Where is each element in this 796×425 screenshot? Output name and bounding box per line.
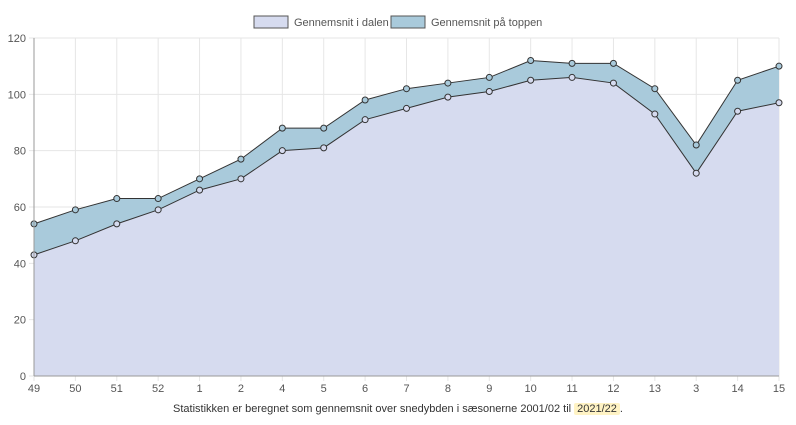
point-dalen: [71, 237, 79, 245]
snow-depth-chart: 0 20 40 60 80 100 120 49 50 51 52 1 2 4 5 6 7 8 9 10 11 12 13 3…: [8, 15, 785, 395]
legend-swatch: [253, 15, 289, 29]
area-dalen: [34, 77, 779, 376]
x-tick-label: 7: [403, 383, 409, 395]
point-toppen: [444, 79, 452, 87]
x-tick-label: 5: [321, 383, 327, 395]
point-toppen: [71, 206, 79, 214]
x-tick-label: 1: [196, 383, 202, 395]
point-dalen: [775, 99, 783, 107]
y-tick-label: 120: [8, 33, 26, 45]
legend[interactable]: Gennemsnit i dalen Gennemsnit på toppen: [253, 15, 542, 29]
point-toppen: [734, 76, 742, 84]
x-tick-label: 6: [362, 383, 368, 395]
point-dalen: [278, 147, 286, 155]
point-toppen: [403, 85, 410, 93]
point-toppen: [568, 59, 576, 67]
x-tick-label: 3: [693, 383, 699, 395]
x-tick-label: 11: [566, 383, 577, 395]
x-tick-label: 49: [28, 383, 40, 395]
point-dalen: [196, 186, 204, 194]
legend-label: Gennemsnit i dalen: [294, 17, 389, 29]
y-tick-label: 0: [20, 371, 26, 383]
y-tick-label: 40: [14, 258, 26, 270]
x-tick-label: 52: [152, 383, 164, 395]
point-dalen: [113, 220, 121, 228]
point-toppen: [609, 59, 617, 67]
point-dalen: [320, 144, 328, 152]
point-dalen: [485, 88, 493, 96]
point-dalen: [527, 76, 535, 84]
caption-suffix: .: [619, 403, 623, 415]
point-dalen: [651, 110, 659, 118]
point-toppen: [113, 195, 121, 203]
x-tick-label: 14: [731, 383, 743, 395]
point-dalen: [692, 169, 700, 177]
point-toppen: [278, 124, 286, 132]
y-tick-label: 20: [14, 315, 26, 327]
legend-item-dalen[interactable]: Gennemsnit i dalen: [253, 15, 389, 29]
point-toppen: [154, 195, 162, 203]
legend-label: Gennemsnit på toppen: [431, 17, 542, 29]
x-tick-label: 12: [607, 383, 619, 395]
point-toppen: [527, 57, 535, 65]
point-dalen: [609, 79, 617, 87]
caption-text: Statistikken er beregnet som gennemsnit …: [173, 403, 575, 415]
point-dalen: [154, 206, 162, 214]
point-toppen: [320, 124, 328, 132]
x-tick-label: 10: [525, 383, 537, 395]
point-toppen: [651, 85, 659, 93]
y-tick-label: 60: [14, 202, 26, 214]
x-tick-label: 4: [279, 383, 285, 395]
point-toppen: [196, 175, 204, 183]
point-toppen: [361, 96, 369, 104]
x-tick-label: 13: [649, 383, 661, 395]
y-tick-label: 80: [14, 146, 26, 158]
point-dalen: [403, 104, 410, 112]
footnote-caption: Statistikken er beregnet som gennemsnit …: [0, 403, 796, 415]
point-toppen: [775, 62, 783, 70]
point-dalen: [237, 175, 245, 183]
point-dalen: [568, 73, 576, 81]
areas: [34, 60, 779, 376]
x-tick-label: 51: [111, 383, 123, 395]
x-tick-label: 2: [238, 383, 244, 395]
point-toppen: [485, 73, 493, 81]
point-toppen: [237, 155, 245, 163]
point-dalen: [444, 93, 452, 101]
legend-swatch: [390, 15, 426, 29]
legend-item-toppen[interactable]: Gennemsnit på toppen: [390, 15, 542, 29]
x-tick-label: 50: [69, 383, 81, 395]
x-tick-label: 8: [445, 383, 451, 395]
point-toppen: [692, 141, 700, 149]
point-dalen: [734, 107, 742, 115]
point-dalen: [361, 116, 369, 124]
y-tick-label: 100: [8, 89, 26, 101]
area-toppen: [34, 60, 779, 255]
x-tick-label: 15: [773, 383, 785, 395]
caption-season-highlight: 2021/22: [574, 403, 620, 415]
x-tick-label: 9: [486, 383, 492, 395]
points: [30, 57, 783, 259]
